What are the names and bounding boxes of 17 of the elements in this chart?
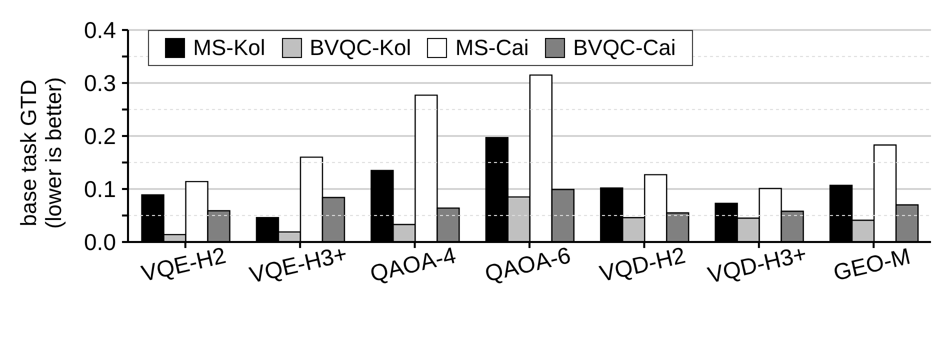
x-tick-label: VQE-H2 bbox=[138, 242, 228, 287]
y-tick-label: 0.2 bbox=[84, 123, 116, 149]
y-tick-label: 0.4 bbox=[84, 17, 116, 43]
y-axis-title: base task GTD (lower is better) bbox=[16, 77, 66, 229]
y-tick-label: 0.0 bbox=[84, 229, 116, 255]
y-tick-label: 0.3 bbox=[84, 70, 116, 96]
x-tick-label: VQE-H3+ bbox=[247, 240, 350, 288]
legend-label: MS-Cai bbox=[454, 35, 529, 61]
y-tick-label: 0.1 bbox=[84, 176, 116, 202]
x-tick-label: VQD-H3+ bbox=[705, 240, 809, 288]
x-tick-label: VQD-H2 bbox=[597, 242, 688, 287]
legend-label: BVQC-Kol bbox=[308, 35, 412, 61]
x-tick-label: GEO-M bbox=[830, 242, 913, 286]
legend-label: MS-Kol bbox=[192, 35, 266, 61]
x-tick-label: QAOA-4 bbox=[368, 242, 458, 287]
legend-label: BVQC-Cai bbox=[572, 35, 676, 61]
x-tick-label: QAOA-6 bbox=[482, 242, 573, 287]
